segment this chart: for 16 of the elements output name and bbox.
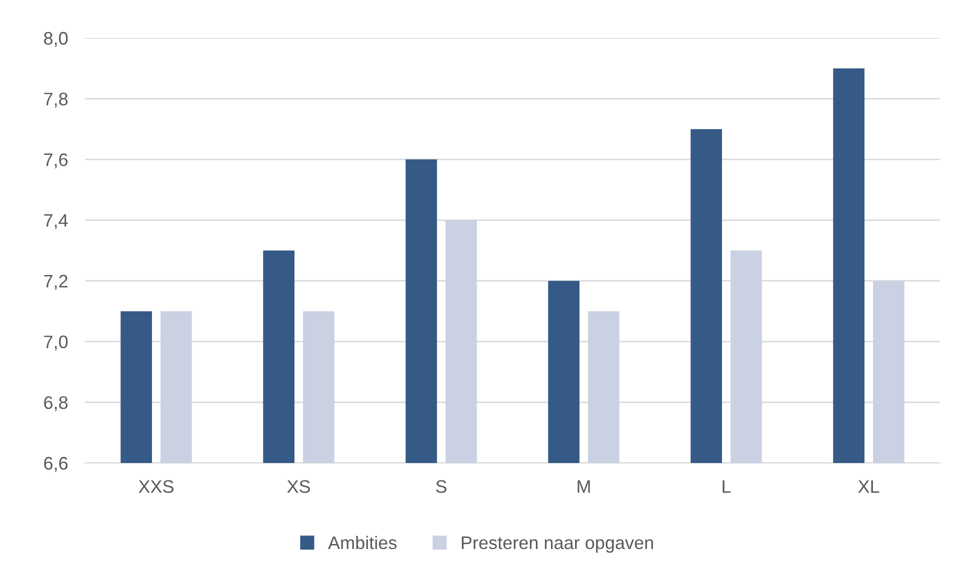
x-tick-label: XS — [287, 480, 310, 493]
y-tick-label: 6,6 — [44, 456, 68, 472]
x-tick-label: M — [578, 480, 590, 493]
legend-label: Presteren naar opgaven — [462, 536, 653, 553]
y-tick-label: 6,8 — [44, 396, 68, 412]
y-tick-label: 7,6 — [44, 153, 68, 168]
y-tick-label: 7,4 — [44, 214, 68, 229]
x-tick-label: XXS — [138, 480, 174, 493]
y-tick-label: 7,2 — [44, 274, 68, 290]
y-tick-label: 8,0 — [44, 32, 68, 47]
x-tick-label: S — [436, 480, 446, 493]
y-tick-label: 7,8 — [44, 92, 68, 108]
x-tick-label: L — [722, 480, 731, 493]
x-tick-label: XL — [858, 480, 880, 493]
y-tick-label: 7,0 — [44, 336, 68, 350]
legend-label: Ambities — [328, 536, 397, 550]
